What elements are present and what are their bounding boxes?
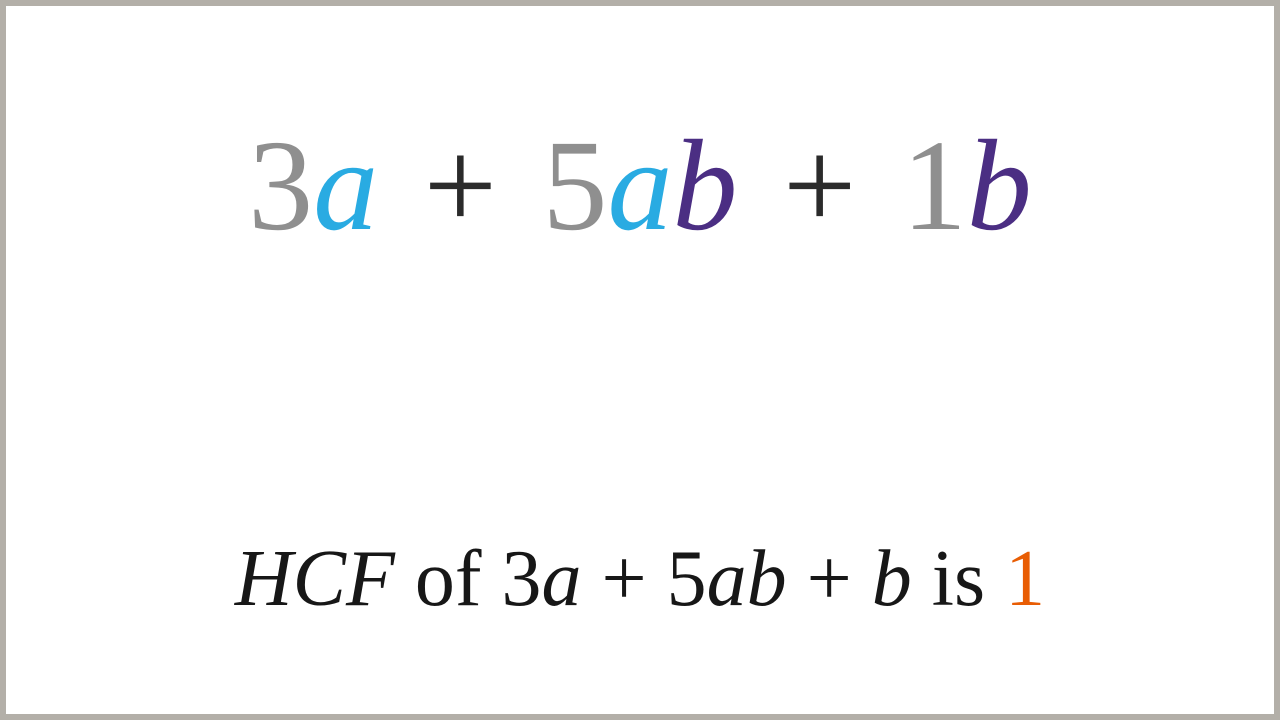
term2-coefficient: 5 xyxy=(543,114,608,258)
term2-variable-a: a xyxy=(608,114,673,258)
term1-variable-a: a xyxy=(313,114,378,258)
stmt-op1: + xyxy=(582,535,667,623)
term3-variable-b: b xyxy=(967,114,1032,258)
content-card: 3a+5ab+1b HCF of 3a + 5ab + b is 1 xyxy=(6,6,1274,714)
stmt-t3-var: b xyxy=(872,535,912,623)
plus-operator-2: + xyxy=(783,114,856,258)
stmt-t1-coef: 3 xyxy=(502,535,542,623)
is-word: is xyxy=(912,535,1005,623)
hcf-label: HCF xyxy=(235,535,395,623)
stmt-t2-coef: 5 xyxy=(667,535,707,623)
stmt-t1-var: a xyxy=(542,535,582,623)
plus-operator-1: + xyxy=(424,114,497,258)
hcf-result: 1 xyxy=(1005,535,1045,623)
stmt-op2: + xyxy=(787,535,872,623)
stmt-t2-var-a: a xyxy=(707,535,747,623)
term1-coefficient: 3 xyxy=(248,114,313,258)
stmt-t2-var-b: b xyxy=(747,535,787,623)
of-word: of xyxy=(395,535,502,623)
colored-expression: 3a+5ab+1b xyxy=(6,121,1274,251)
hcf-statement: HCF of 3a + 5ab + b is 1 xyxy=(6,539,1274,619)
term3-coefficient: 1 xyxy=(902,114,967,258)
term2-variable-b: b xyxy=(673,114,738,258)
